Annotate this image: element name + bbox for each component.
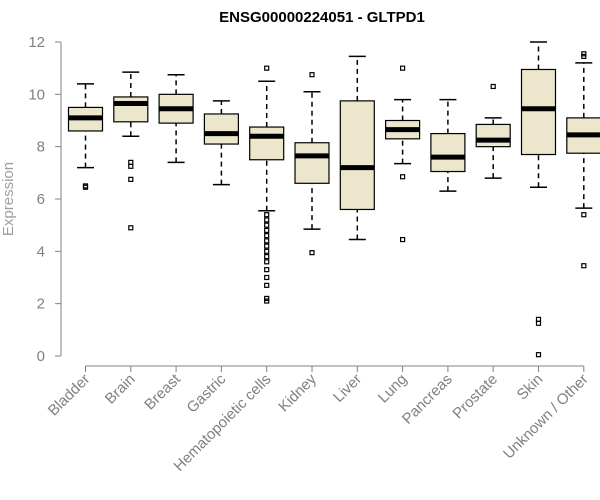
outlier-point [535, 352, 542, 358]
iqr-box [475, 123, 511, 148]
y-tick-label: 6 [37, 191, 45, 208]
outlier-point [264, 65, 270, 71]
outlier-point [264, 295, 270, 302]
box-group [67, 83, 104, 190]
outlier-point [264, 238, 270, 244]
iqr-box [113, 96, 149, 123]
x-tick-label: Liver [330, 371, 365, 406]
box-group [113, 71, 149, 231]
outlier-point [264, 267, 270, 273]
outlier-point [264, 298, 270, 304]
x-tick-label: Unknown / Other [500, 371, 592, 463]
x-tick-label: Kidney [275, 370, 320, 415]
box-group [294, 72, 330, 256]
box-group [566, 51, 600, 269]
y-tick-label: 12 [28, 34, 45, 51]
outlier-point [264, 222, 270, 228]
outlier-point [264, 217, 270, 223]
outlier-point [309, 250, 315, 256]
x-tick-label: Lung [375, 371, 411, 407]
y-axis: 0 2 4 6 8 10 12 [28, 34, 62, 365]
outlier-point [400, 236, 406, 243]
outlier-point [535, 320, 542, 326]
box-group [203, 100, 239, 186]
y-tick-label: 0 [37, 348, 45, 365]
x-tick-label: Brain [102, 371, 139, 408]
outlier-point [128, 225, 134, 231]
outlier-point [264, 259, 270, 265]
outlier-point [82, 184, 89, 190]
box-group [158, 73, 194, 164]
iqr-box [520, 68, 557, 156]
iqr-box [339, 100, 375, 211]
y-tick-label: 4 [37, 243, 45, 260]
box-group [475, 83, 511, 179]
outlier-point [264, 243, 270, 249]
outlier-point [581, 51, 587, 57]
outlier-point [400, 65, 406, 71]
outlier-point [264, 274, 270, 281]
outlier-point [490, 83, 496, 90]
x-tick-label: Skin [514, 371, 547, 404]
box-group [520, 41, 557, 358]
iqr-box [203, 113, 239, 145]
iqr-box [430, 132, 466, 173]
x-tick-label: Prostate [449, 371, 501, 423]
outlier-point [128, 176, 134, 182]
chart-title: ENSG00000224051 - GLTPD1 [219, 9, 425, 26]
outlier-point [400, 174, 406, 180]
outlier-point [264, 212, 270, 218]
outlier-point [581, 212, 587, 218]
x-tick-label: Breast [141, 370, 184, 413]
iqr-box [294, 142, 330, 184]
outlier-point [309, 72, 315, 78]
box-group [249, 65, 285, 304]
box-group [385, 65, 421, 243]
outlier-point [581, 263, 587, 269]
outlier-point [264, 282, 270, 288]
box-group [430, 98, 466, 192]
x-tick-label: Bladder [45, 371, 94, 420]
x-tick-label: Pancreas [399, 371, 456, 428]
boxes-layer [67, 41, 600, 358]
y-tick-label: 8 [37, 139, 45, 156]
outlier-point [264, 253, 270, 260]
outlier-point [581, 53, 587, 59]
outlier-point [264, 248, 270, 254]
iqr-box [249, 126, 285, 161]
box-group [339, 55, 375, 241]
outlier-point [128, 163, 134, 169]
y-tick-label: 10 [28, 86, 45, 103]
outlier-point [264, 227, 270, 233]
y-tick-label: 2 [37, 296, 45, 313]
outlier-point [264, 233, 270, 239]
y-axis-label: Expression [0, 162, 17, 236]
